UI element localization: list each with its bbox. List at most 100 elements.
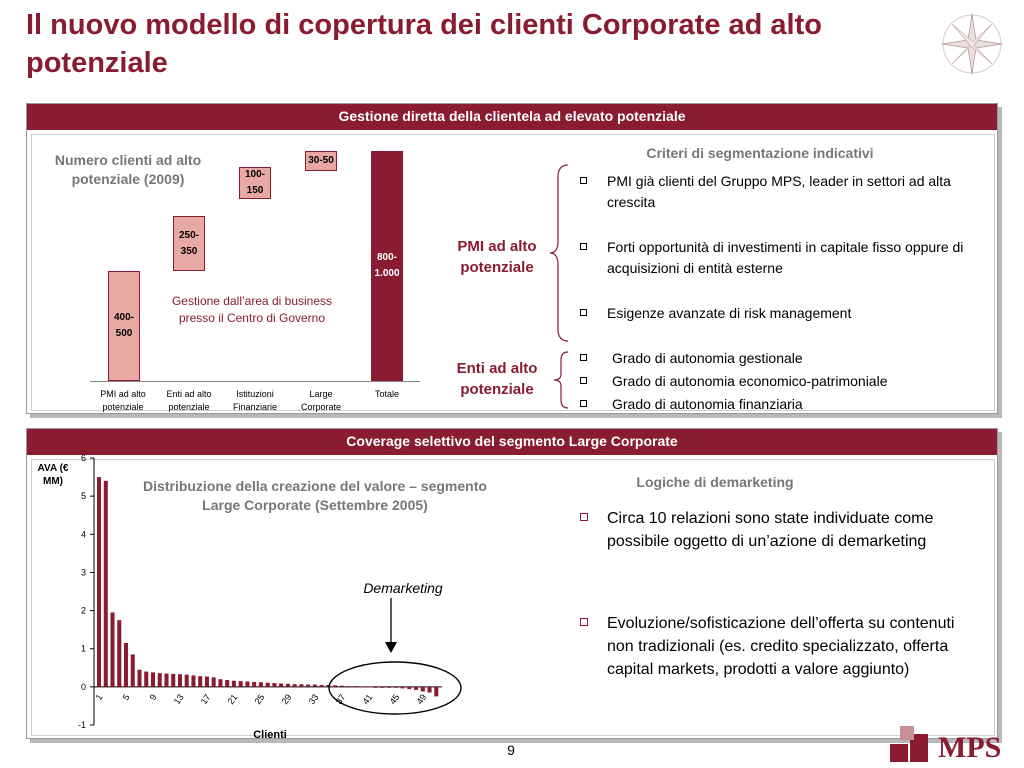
wf-category-label: Istituzioni Finanziarie (232, 389, 278, 412)
ava-bar (285, 683, 290, 687)
criteria-item: Grado di autonomia gestionale (580, 348, 980, 369)
ava-bar (407, 686, 412, 690)
wf-category-label: PMI ad alto potenziale (100, 389, 146, 412)
ava-bar (265, 682, 270, 687)
top-chart-title: Numero clienti ad alto potenziale (2009) (54, 152, 202, 187)
y-tick-label: 1 (81, 644, 86, 654)
y-tick-label: 0 (81, 682, 86, 692)
criteria-item: Esigenze avanzate di risk management (580, 303, 980, 324)
ava-bar (360, 686, 365, 688)
waterfall-axis (90, 381, 420, 382)
criteria-heading: Criteri di segmentazione indicativi (646, 145, 874, 161)
ava-bar (130, 654, 135, 687)
checkbox-bullet-icon (580, 354, 587, 361)
bottom-chart-title: Distribuzione della creazione del valore… (143, 478, 487, 513)
x-tick-label: 49 (414, 692, 428, 706)
mps-logo-mark-icon (890, 726, 928, 762)
y-tick-label: 6 (81, 453, 86, 463)
y-tick-label: 5 (81, 491, 86, 501)
logic-item: Circa 10 relazioni sono state individuat… (580, 507, 970, 553)
brace-enti-icon (553, 351, 569, 409)
ava-bar (279, 683, 284, 687)
ava-bar (144, 671, 149, 687)
y-tick-label: -1 (78, 720, 86, 730)
wf-bar-enti: 250-350 (173, 216, 205, 271)
x-tick-label: 21 (226, 692, 240, 706)
segment-label-enti: Enti ad alto potenziale (456, 360, 538, 398)
ava-bar (177, 674, 182, 687)
x-tick-label: 33 (307, 692, 321, 706)
x-tick-label: 5 (121, 692, 132, 702)
ava-bar (400, 686, 405, 689)
ava-bar (272, 683, 277, 687)
page-title: Il nuovo modello di copertura dei client… (26, 9, 822, 79)
ava-bar (184, 674, 189, 687)
x-tick-label: 17 (199, 692, 213, 706)
wf-category-label: Totale (374, 389, 400, 399)
logic-heading: Logiche di demarketing (636, 474, 794, 490)
page-number: 9 (507, 742, 515, 758)
ava-bar (427, 686, 432, 693)
bottom-panel-band: Coverage selettivo del segmento Large Co… (27, 429, 997, 455)
ava-bar (420, 686, 425, 692)
ava-bar (306, 684, 311, 687)
x-tick-label: 9 (148, 692, 159, 702)
checkbox-bullet-icon (580, 243, 587, 250)
ava-bar (117, 620, 122, 687)
y-tick-label: 2 (81, 606, 86, 616)
ava-bar (414, 686, 419, 690)
ava-bar (123, 642, 129, 687)
segment-label-pmi: PMI ad alto potenziale (457, 238, 537, 276)
wf-bar-totale: 800-1.000 (371, 151, 403, 381)
criteria-item: Grado di autonomia economico-patrimonial… (580, 371, 980, 392)
x-axis-title: Clienti (253, 729, 287, 741)
brace-pmi-icon (549, 164, 569, 342)
ava-bar (258, 682, 263, 687)
checkbox-bullet-icon (580, 513, 588, 521)
compass-rose-icon (941, 13, 1003, 75)
x-tick-label: 25 (253, 692, 267, 706)
ava-bar (225, 679, 230, 687)
ava-bar (164, 673, 169, 687)
wf-category-label: Large Corporate (300, 389, 342, 412)
ava-bar (231, 680, 236, 687)
ava-bar (252, 681, 257, 687)
ava-bar (137, 669, 142, 687)
ava-bar (373, 686, 378, 688)
ava-bar (393, 686, 398, 688)
ava-bar (211, 677, 216, 687)
demarketing-highlight-ellipse (328, 661, 462, 715)
ava-bar (218, 679, 223, 687)
x-tick-label: 13 (172, 692, 186, 706)
ava-bar (198, 676, 203, 687)
ava-bar (292, 684, 297, 687)
wf-bar-large: 30-50 (305, 151, 337, 171)
center-note: Gestione dall’area di business presso il… (171, 294, 333, 325)
top-panel-band: Gestione diretta della clientela ad elev… (27, 104, 997, 130)
ava-axis-title: AVA (€ MM) (37, 463, 69, 487)
ava-bar (326, 684, 331, 687)
logic-item: Evoluzione/sofisticazione dell’offerta s… (580, 612, 970, 681)
ava-bar (97, 477, 102, 687)
ava-bar (333, 685, 338, 687)
demarketing-label: Demarketing (363, 580, 443, 596)
x-tick-label: 1 (94, 692, 105, 702)
ava-bar (353, 686, 358, 688)
ava-bar (434, 686, 439, 697)
checkbox-bullet-icon (580, 177, 587, 184)
mps-logo: MPS (888, 720, 1018, 764)
checkbox-bullet-icon (580, 377, 587, 384)
criteria-item: PMI già clienti del Gruppo MPS, leader i… (580, 171, 980, 213)
demarketing-arrow-icon (385, 598, 397, 653)
ava-bar (157, 673, 162, 687)
checkbox-bullet-icon (580, 618, 588, 626)
ava-bar (319, 684, 324, 687)
criteria-item: Forti opportunità di investimenti in cap… (580, 237, 980, 279)
top-panel: Gestione diretta della clientela ad elev… (26, 103, 998, 414)
ava-bar (312, 684, 317, 687)
x-tick-label: 41 (361, 692, 375, 706)
ava-bar (339, 685, 344, 687)
ava-bar (150, 672, 156, 687)
y-tick-label: 4 (81, 529, 86, 539)
ava-bar (380, 686, 385, 688)
